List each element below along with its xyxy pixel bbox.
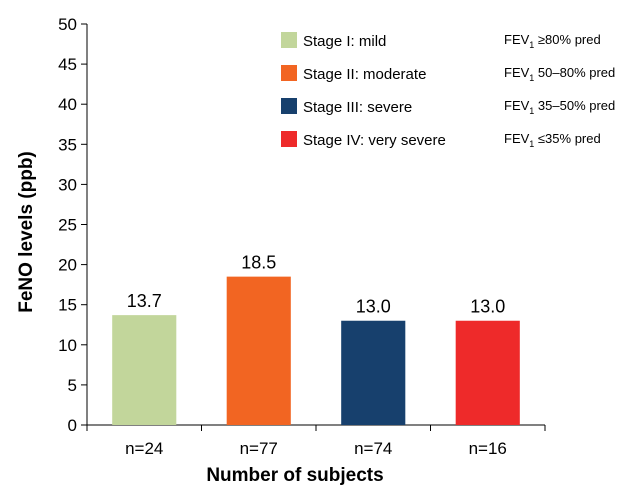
legend-label: Stage I: mild [303,33,386,50]
bar [455,320,520,425]
legend-label: Stage IV: very severe [303,132,446,149]
value-labels: 13.7 18.5 13.0 13.0 [127,253,506,317]
y-tick-label: 45 [58,55,77,74]
legend-item: Stage II: moderate FEV1 50–80% pred [281,65,615,83]
legend-item: Stage IV: very severe FEV1 ≤35% pred [281,131,601,149]
legend-fev-criteria: FEV1 35–50% pred [504,98,615,116]
legend-fev-range: 35–50% pred [534,98,615,113]
legend-fev-subscript: 1 [529,40,534,50]
legend-fev-prefix: FEV [504,131,530,146]
legend-fev-criteria: FEV1 ≥80% pred [504,32,601,50]
legend-swatch [281,32,297,48]
legend-fev-range: ≥80% pred [534,32,600,47]
x-category-label: n=16 [469,439,507,458]
legend-fev-subscript: 1 [529,139,534,149]
y-tick-label: 40 [58,95,77,114]
bar-value-label: 13.0 [470,297,505,317]
legend-fev-prefix: FEV [504,65,530,80]
bar-value-label: 18.5 [241,253,276,273]
legend-item: Stage III: severe FEV1 35–50% pred [281,98,615,116]
x-category-label: n=24 [125,439,163,458]
x-axis: n=24 n=77 n=74 n=16 [86,424,546,458]
legend-label: Stage III: severe [303,99,412,116]
legend-swatch [281,131,297,147]
legend-fev-criteria: FEV1 ≤35% pred [504,131,601,149]
y-tick-label: 0 [68,416,77,435]
legend-swatch [281,65,297,81]
bars [112,276,520,425]
legend-fev-subscript: 1 [529,106,534,116]
legend-label: Stage II: moderate [303,66,426,83]
x-axis-title: Number of subjects [206,465,383,486]
legend-fev-range: ≤35% pred [534,131,600,146]
legend-item: Stage I: mild FEV1 ≥80% pred [281,32,601,50]
bar [112,315,177,425]
bar [341,320,406,425]
y-tick-label: 10 [58,336,77,355]
y-tick-label: 15 [58,296,77,315]
y-tick-label: 50 [58,15,77,34]
legend-fev-range: 50–80% pred [534,65,615,80]
legend-fev-prefix: FEV [504,32,530,47]
legend-fev-prefix: FEV [504,98,530,113]
legend-fev-subscript: 1 [529,73,534,83]
y-axis: 0 5 10 15 20 25 30 35 40 45 50 [58,15,88,435]
y-tick-label: 30 [58,175,77,194]
x-category-label: n=74 [354,439,392,458]
bar [226,276,291,425]
legend-swatch [281,98,297,114]
bar-value-label: 13.7 [127,291,162,311]
legend-fev-criteria: FEV1 50–80% pred [504,65,615,83]
y-tick-label: 25 [58,216,77,235]
y-tick-label: 35 [58,135,77,154]
y-axis-title: FeNO levels (ppb) [16,151,37,313]
y-tick-label: 5 [68,376,77,395]
bar-value-label: 13.0 [356,297,391,317]
y-tick-label: 20 [58,256,77,275]
x-category-label: n=77 [240,439,278,458]
